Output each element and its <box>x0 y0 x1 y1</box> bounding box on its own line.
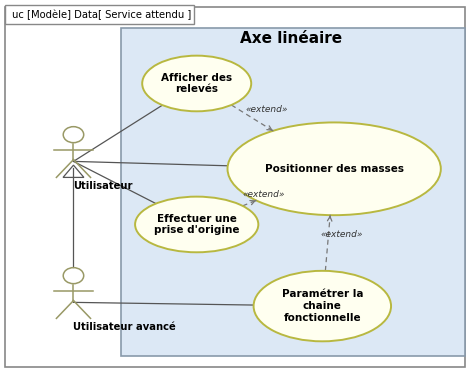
Ellipse shape <box>135 197 258 252</box>
Text: Effectuer une
prise d'origine: Effectuer une prise d'origine <box>154 214 239 235</box>
Text: Axe linéaire: Axe linéaire <box>240 32 343 46</box>
Text: uc [Modèle] Data[ Service attendu ]: uc [Modèle] Data[ Service attendu ] <box>12 9 191 20</box>
FancyBboxPatch shape <box>121 28 465 356</box>
Text: Utilisateur avancé: Utilisateur avancé <box>73 322 176 332</box>
Text: Positionner des masses: Positionner des masses <box>264 164 404 174</box>
Ellipse shape <box>142 56 251 111</box>
Ellipse shape <box>254 271 391 341</box>
Text: «extend»: «extend» <box>245 105 288 114</box>
Text: «extend»: «extend» <box>242 190 285 200</box>
Text: Paramétrer la
chaine
fonctionnelle: Paramétrer la chaine fonctionnelle <box>282 289 363 323</box>
FancyBboxPatch shape <box>5 5 194 24</box>
Text: Afficher des
relevés: Afficher des relevés <box>161 73 232 94</box>
FancyBboxPatch shape <box>5 7 465 367</box>
Ellipse shape <box>228 122 441 215</box>
Text: «extend»: «extend» <box>321 230 363 239</box>
Text: Utilisateur: Utilisateur <box>73 181 133 191</box>
